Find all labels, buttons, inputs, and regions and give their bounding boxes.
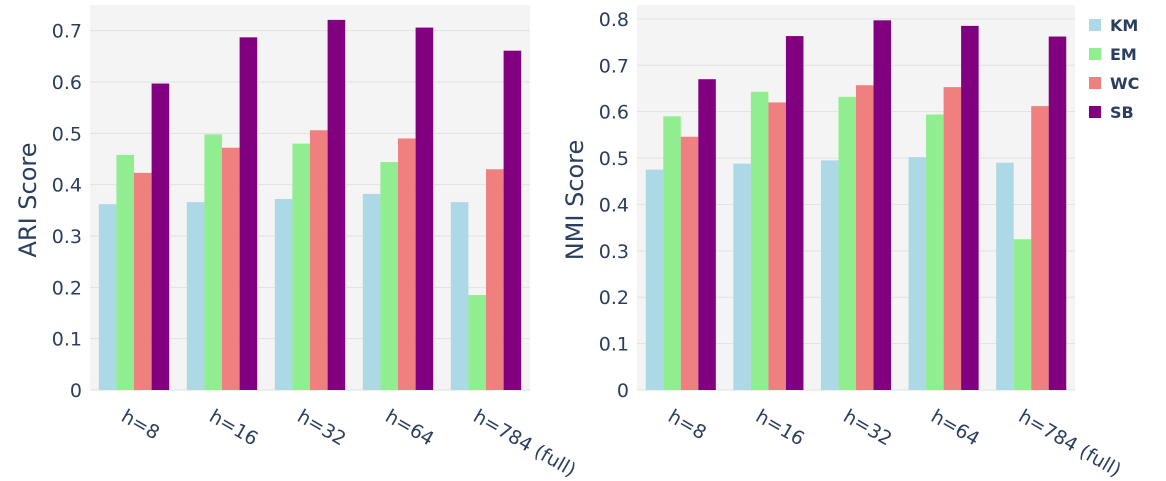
y-tick-label: 0.3 <box>52 226 82 248</box>
y-tick-label: 0.3 <box>599 241 629 263</box>
y-tick-label: 0.2 <box>599 287 629 309</box>
y-tick-label: 0.1 <box>52 329 82 351</box>
chart-panel-1: 0 0.1 0.2 0.3 0.4 0.5 0.6 0.7 ARI Score h=8 h=16 h=… <box>14 5 580 481</box>
bar-km-2 <box>733 163 751 390</box>
legend-label-sb: SB <box>1110 103 1134 122</box>
y-tick-label: 0 <box>617 380 629 402</box>
bar-sb-2 <box>785 36 804 391</box>
x-tick-label: h=64 <box>927 405 983 450</box>
legend-label-em: EM <box>1110 45 1137 64</box>
y-axis-title: NMI Score <box>561 140 589 261</box>
y-tick-label: 0.4 <box>599 194 629 216</box>
y-tick-label: 0.2 <box>52 277 82 299</box>
y-tick-label: 0.7 <box>599 55 629 77</box>
bar-sb-5 <box>503 50 522 390</box>
legend-swatch-wc <box>1089 77 1101 89</box>
legend-swatch-em <box>1089 48 1101 60</box>
bar-em-1 <box>116 154 134 390</box>
bar-km-3 <box>820 160 839 390</box>
y-tick-label: 0 <box>70 380 82 402</box>
y-tick-label: 0.1 <box>599 334 629 356</box>
x-tick-label: h=784 (full) <box>1015 405 1125 481</box>
y-axis-title: ARI Score <box>14 142 42 257</box>
bar-em-4 <box>926 114 944 390</box>
bar-sb-5 <box>1048 36 1067 390</box>
x-tick-label: h=16 <box>752 405 808 450</box>
bar-em-2 <box>204 134 222 390</box>
bar-km-4 <box>362 193 381 390</box>
bar-wc-4 <box>943 87 962 390</box>
bar-km-5 <box>450 202 469 390</box>
bar-sb-1 <box>698 79 716 391</box>
bar-em-5 <box>468 295 486 390</box>
bar-wc-4 <box>398 138 416 390</box>
bar-wc-5 <box>1031 106 1049 390</box>
bar-km-3 <box>274 199 293 390</box>
x-tick-label: h=8 <box>664 405 710 444</box>
x-tick-label: h=16 <box>206 405 262 450</box>
x-tick-label: h=32 <box>294 405 350 450</box>
bar-km-5 <box>996 162 1014 390</box>
bar-km-1 <box>98 204 117 390</box>
bar-sb-2 <box>239 37 258 391</box>
bar-em-3 <box>292 143 310 390</box>
bar-em-4 <box>380 162 398 390</box>
y-tick-label: 0.7 <box>52 21 82 43</box>
bar-sb-3 <box>327 19 346 391</box>
bar-em-3 <box>838 96 856 390</box>
bar-em-5 <box>1013 239 1032 390</box>
x-tick-label: h=784 (full) <box>470 405 580 481</box>
legend-swatch-sb <box>1089 106 1101 118</box>
legend-swatch-km <box>1089 19 1101 31</box>
bar-sb-3 <box>873 20 892 391</box>
legend-label-km: KM <box>1110 16 1138 35</box>
y-tick-label: 0.5 <box>52 123 82 145</box>
y-tick-label: 0.6 <box>52 72 82 94</box>
bar-km-2 <box>186 202 205 390</box>
legend: KM EM WC SB <box>1089 16 1139 122</box>
bar-sb-4 <box>961 25 979 390</box>
bar-wc-3 <box>310 130 328 390</box>
bar-em-2 <box>750 91 769 390</box>
x-tick-label: h=8 <box>118 405 164 444</box>
x-tick-label: h=64 <box>382 405 438 450</box>
y-tick-label: 0.5 <box>599 148 629 170</box>
chart-panel-2: 0 0.1 0.2 0.3 0.4 0.5 0.6 0.7 0.8 NMI Score h=8 h=1… <box>561 5 1125 481</box>
bar-wc-3 <box>856 85 874 391</box>
y-tick-label: 0.8 <box>599 9 629 31</box>
bar-km-1 <box>645 169 664 390</box>
y-tick-label: 0.6 <box>599 102 629 124</box>
x-tick-label: h=32 <box>840 405 896 450</box>
legend-label-wc: WC <box>1110 74 1139 93</box>
bar-sb-1 <box>151 83 170 390</box>
y-tick-label: 0.4 <box>52 175 82 197</box>
bar-wc-1 <box>134 172 152 390</box>
bar-wc-2 <box>222 147 240 390</box>
bar-em-1 <box>663 116 681 390</box>
bar-sb-4 <box>415 27 434 390</box>
bar-km-4 <box>908 157 927 390</box>
bar-wc-5 <box>486 169 504 390</box>
bar-wc-1 <box>680 136 699 390</box>
bar-wc-2 <box>768 102 786 390</box>
